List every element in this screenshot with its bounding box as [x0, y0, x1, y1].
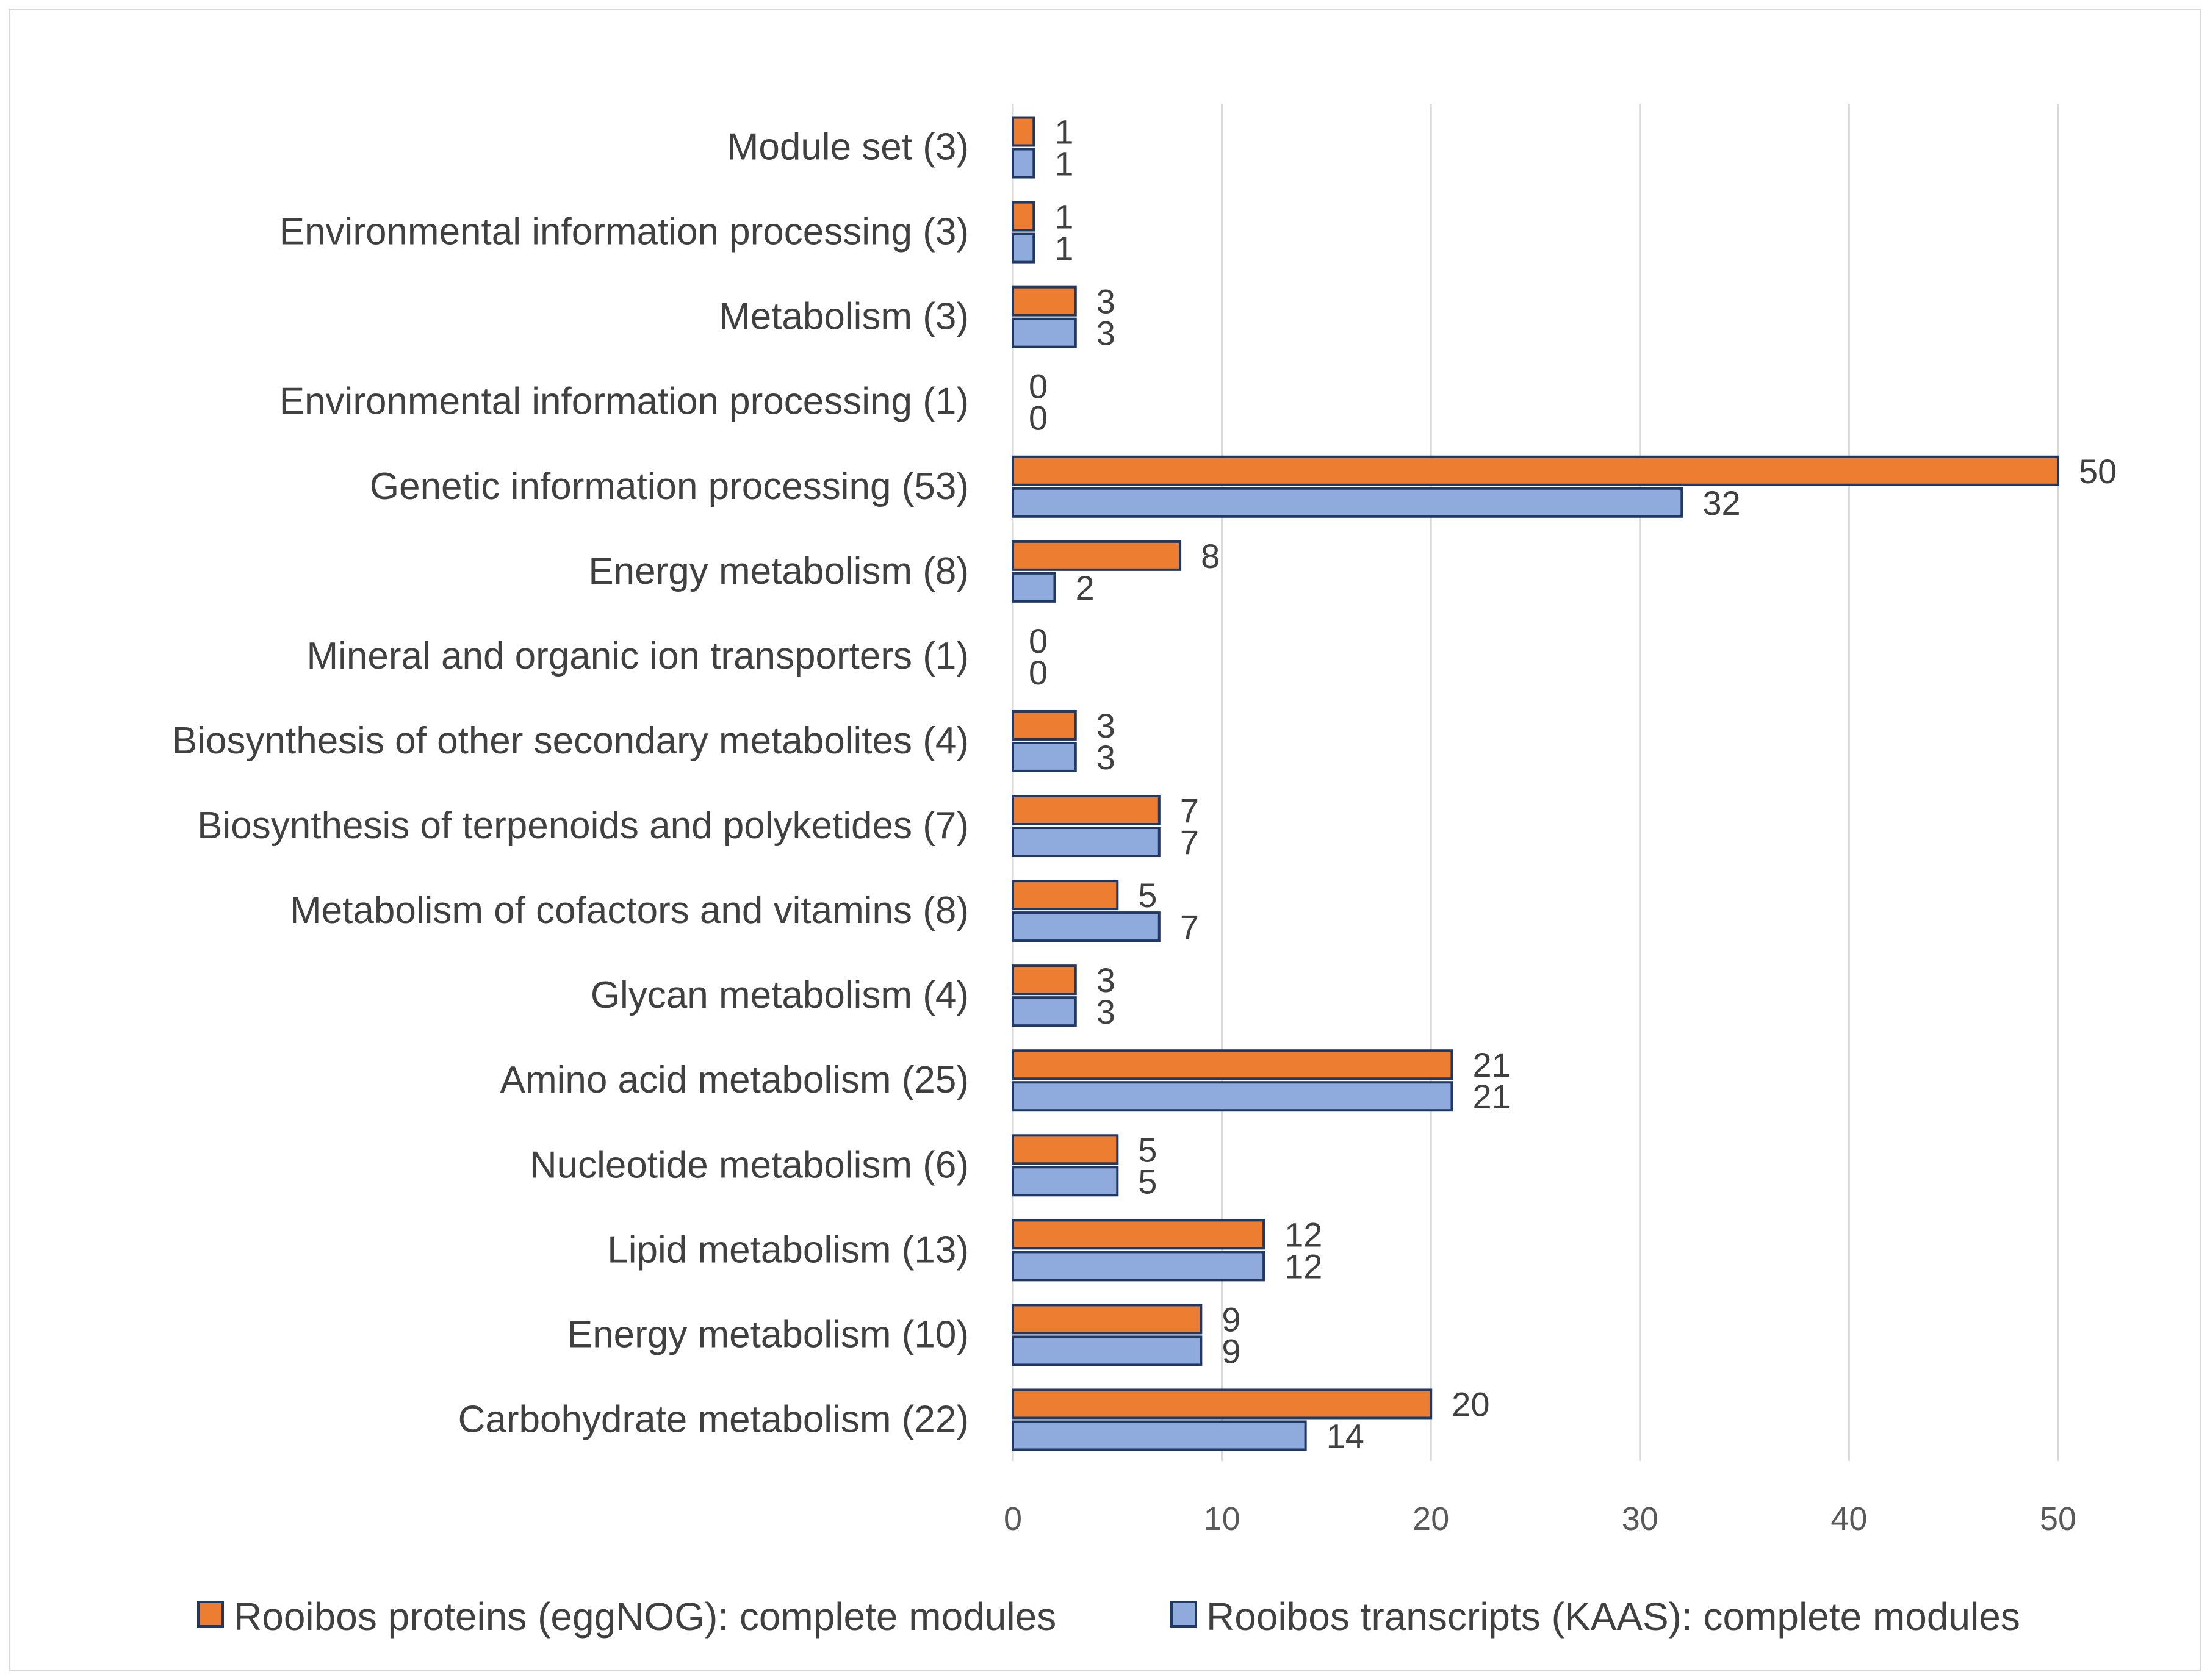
data-label-proteins: 8 — [1201, 537, 1220, 575]
bar-transcripts — [1012, 911, 1161, 942]
bar-transcripts — [1012, 572, 1056, 603]
data-label-proteins: 3 — [1096, 961, 1115, 999]
category-label: Nucleotide metabolism (6) — [530, 1144, 969, 1186]
category-label: Amino acid metabolism (25) — [500, 1059, 969, 1101]
data-label-transcripts: 32 — [1702, 484, 1740, 522]
data-label-transcripts: 1 — [1054, 229, 1073, 268]
data-label-proteins: 50 — [2079, 452, 2117, 490]
data-label-proteins: 21 — [1472, 1046, 1510, 1084]
bar-proteins — [1012, 1388, 1433, 1420]
data-label-transcripts: 5 — [1138, 1162, 1157, 1201]
data-label-proteins: 0 — [1029, 367, 1048, 406]
bar-proteins — [1012, 1049, 1453, 1080]
bar-proteins — [1012, 455, 2059, 486]
legend-label-transcripts: Rooibos transcripts (KAAS): complete mod… — [1206, 1595, 2020, 1639]
data-label-proteins: 1 — [1054, 113, 1073, 151]
category-label: Biosynthesis of terpenoids and polyketid… — [197, 805, 969, 847]
data-label-transcripts: 21 — [1472, 1077, 1510, 1116]
legend-swatch-transcripts — [1170, 1601, 1197, 1628]
data-label-transcripts: 0 — [1029, 653, 1048, 692]
data-label-proteins: 7 — [1180, 791, 1199, 830]
category-label: Metabolism of cofactors and vitamins (8) — [290, 889, 969, 932]
bars — [1012, 116, 2059, 1451]
category-label: Mineral and organic ion transporters (1) — [306, 635, 969, 677]
legend-swatch-proteins — [197, 1601, 224, 1628]
bar-proteins — [1012, 709, 1077, 741]
bar-transcripts — [1012, 487, 1683, 518]
x-tick-label: 50 — [2040, 1501, 2076, 1537]
data-label-proteins: 3 — [1096, 282, 1115, 321]
x-tick-label: 20 — [1413, 1501, 1449, 1537]
x-tick-label: 30 — [1622, 1501, 1658, 1537]
bar-transcripts — [1012, 232, 1035, 264]
x-tick-label: 10 — [1204, 1501, 1240, 1537]
bar-transcripts — [1012, 827, 1161, 858]
bar-transcripts — [1012, 996, 1077, 1027]
category-label: Environmental information processing (3) — [279, 211, 969, 253]
category-label: Energy metabolism (8) — [588, 550, 969, 592]
data-label-transcripts: 7 — [1180, 908, 1199, 946]
bar-proteins — [1012, 880, 1119, 911]
category-label: Biosynthesis of other secondary metaboli… — [172, 720, 969, 762]
data-label-proteins: 9 — [1222, 1300, 1240, 1338]
data-label-transcripts: 0 — [1029, 399, 1048, 437]
data-label-transcripts: 2 — [1076, 569, 1095, 607]
category-label: Genetic information processing (53) — [370, 465, 969, 508]
category-label: Lipid metabolism (13) — [607, 1229, 969, 1271]
bar-proteins — [1012, 201, 1035, 232]
data-label-transcripts: 14 — [1326, 1416, 1364, 1455]
legend-label-proteins: Rooibos proteins (eggNOG): complete modu… — [234, 1595, 1056, 1639]
category-label: Carbohydrate metabolism (22) — [458, 1398, 969, 1440]
data-label-transcripts: 9 — [1222, 1332, 1240, 1370]
data-label-proteins: 5 — [1138, 876, 1157, 914]
bar-proteins — [1012, 795, 1161, 826]
bar-proteins — [1012, 540, 1182, 571]
bar-transcripts — [1012, 1166, 1119, 1197]
bar-transcripts — [1012, 1081, 1453, 1112]
data-label-proteins: 3 — [1096, 706, 1115, 745]
bar-transcripts — [1012, 1335, 1203, 1366]
bar-proteins — [1012, 285, 1077, 317]
data-label-transcripts: 3 — [1096, 738, 1115, 777]
category-label: Energy metabolism (10) — [567, 1313, 969, 1355]
category-label: Metabolism (3) — [719, 296, 969, 338]
bar-transcripts — [1012, 1420, 1307, 1451]
category-label: Environmental information processing (1) — [279, 381, 969, 423]
data-label-proteins: 12 — [1284, 1215, 1322, 1254]
bar-proteins — [1012, 1134, 1119, 1165]
bar-proteins — [1012, 1219, 1265, 1250]
data-label-transcripts: 3 — [1096, 314, 1115, 353]
data-label-proteins: 0 — [1029, 622, 1048, 660]
data-label-transcripts: 7 — [1180, 823, 1199, 861]
x-tick-label: 40 — [1830, 1501, 1867, 1537]
category-label: Glycan metabolism (4) — [591, 974, 969, 1016]
x-tick-label: 0 — [1004, 1501, 1022, 1537]
bar-proteins — [1012, 1304, 1203, 1335]
legend: Rooibos proteins (eggNOG): complete modu… — [197, 1595, 2020, 1639]
data-label-transcripts: 1 — [1054, 145, 1073, 183]
bar-transcripts — [1012, 741, 1077, 772]
data-label-proteins: 1 — [1054, 198, 1073, 236]
data-label-transcripts: 3 — [1096, 993, 1115, 1031]
category-label: Module set (3) — [727, 126, 969, 168]
bar-proteins — [1012, 964, 1077, 996]
data-label-transcripts: 12 — [1284, 1247, 1322, 1285]
data-label-proteins: 5 — [1138, 1130, 1157, 1169]
bar-transcripts — [1012, 148, 1035, 179]
bar-transcripts — [1012, 317, 1077, 348]
bar-transcripts — [1012, 1251, 1265, 1282]
bar-proteins — [1012, 116, 1035, 147]
data-label-proteins: 20 — [1452, 1385, 1489, 1423]
